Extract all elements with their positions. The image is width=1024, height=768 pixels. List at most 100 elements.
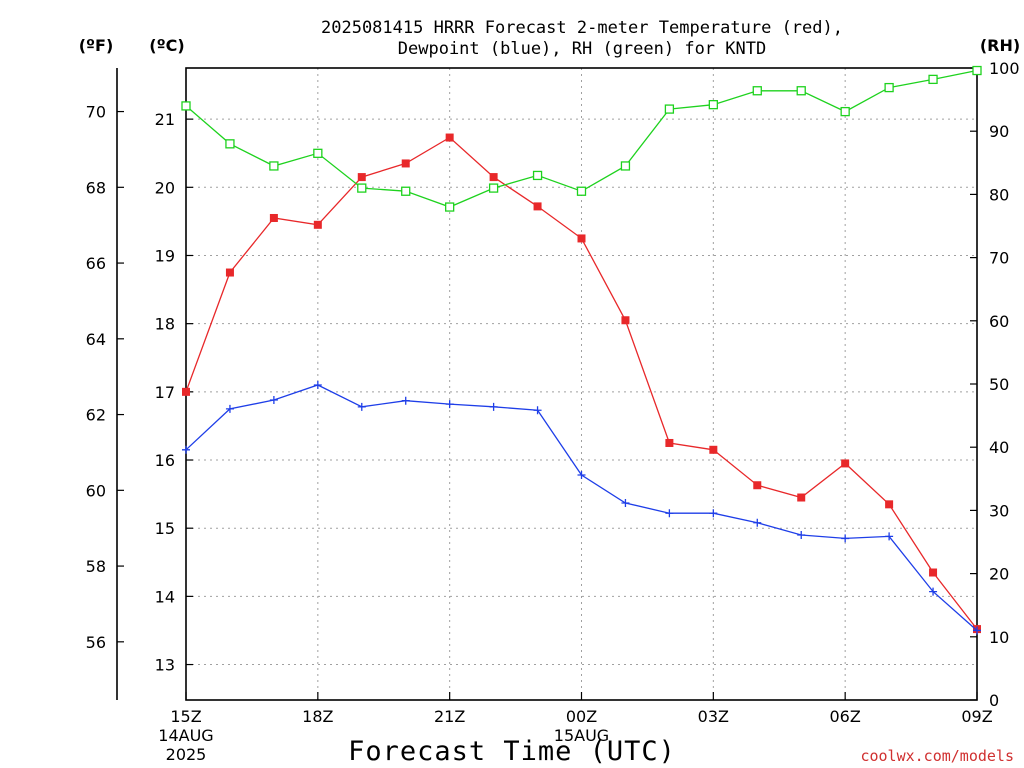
dewpoint-point <box>929 587 938 596</box>
celsius-tick-label: 21 <box>155 110 175 129</box>
rh-tick-label: 40 <box>989 438 1009 457</box>
rh-unit-label: (RH) <box>980 36 1020 55</box>
chart-title-line1: 2025081415 HRRR Forecast 2-meter Tempera… <box>321 18 843 38</box>
fahrenheit-tick-label: 56 <box>86 633 106 652</box>
rh-point <box>664 104 675 114</box>
rh-point <box>532 170 543 181</box>
x-tick-date-label: 14AUG <box>158 726 213 745</box>
dewpoint-point <box>709 509 718 518</box>
rh-tick-label: 60 <box>989 312 1009 331</box>
x-tick-label: 15Z <box>170 707 201 726</box>
temperature-point <box>885 500 894 509</box>
dewpoint-point <box>401 396 410 405</box>
temperature-point <box>225 268 234 277</box>
x-tick-label: 18Z <box>302 707 333 726</box>
fahrenheit-tick-label: 66 <box>86 254 106 273</box>
rh-point <box>796 86 806 96</box>
rh-point <box>972 65 982 76</box>
dewpoint-point <box>445 400 454 409</box>
dewpoint-point <box>577 471 586 480</box>
rh-point <box>840 106 850 117</box>
rh-point <box>708 100 718 110</box>
temperature-point <box>929 568 938 577</box>
fahrenheit-unit-label: (ºF) <box>79 36 114 55</box>
dewpoint-point <box>533 406 542 415</box>
temperature-point <box>489 173 498 182</box>
x-tick-label: 00Z <box>566 707 597 726</box>
rh-point <box>445 202 455 212</box>
dewpoint-point <box>885 532 894 541</box>
source-credit: coolwx.com/models <box>860 747 1014 765</box>
temperature-point <box>533 202 542 211</box>
axes: 13 14 15 16 17 18 19 20 21 56 58 60 62 64 66 68 70 0 10 20 3… <box>86 59 1020 764</box>
rh-point <box>576 186 587 196</box>
rh-point <box>752 86 762 96</box>
fahrenheit-tick-label: 70 <box>86 103 106 122</box>
temperature-point <box>445 133 454 142</box>
grid-lines <box>186 68 977 700</box>
dewpoint-point <box>665 509 674 518</box>
temperature-point <box>621 316 630 325</box>
dewpoint-point <box>753 518 762 527</box>
dewpoint-point <box>225 404 234 413</box>
dewpoint-point <box>269 396 278 405</box>
temperature-point <box>269 213 278 222</box>
chart-title-line2: Dewpoint (blue), RH (green) for KNTD <box>398 39 766 59</box>
celsius-tick-label: 19 <box>155 246 175 265</box>
x-tick-year-label: 2025 <box>166 745 207 764</box>
fahrenheit-tick-label: 60 <box>86 481 106 500</box>
dewpoint-point <box>182 445 190 454</box>
rh-point <box>313 148 323 158</box>
celsius-tick-label: 18 <box>155 315 175 334</box>
x-tick-date-label: 15AUG <box>554 726 609 745</box>
dewpoint-point <box>621 498 630 507</box>
dewpoint-point <box>489 402 498 411</box>
rh-tick-label: 0 <box>989 691 999 710</box>
rh-tick-label: 10 <box>989 628 1009 647</box>
rh-tick-label: 100 <box>989 59 1020 78</box>
temperature-point <box>357 173 366 182</box>
rh-tick-label: 50 <box>989 375 1009 394</box>
temperature-point <box>753 481 762 490</box>
fahrenheit-tick-label: 58 <box>86 557 106 576</box>
temperature-point <box>313 220 322 229</box>
temperature-point <box>182 387 190 396</box>
dewpoint-point <box>973 626 981 635</box>
celsius-unit-label: (ºC) <box>149 36 184 55</box>
rh-point <box>884 82 894 93</box>
celsius-tick-label: 17 <box>155 383 175 402</box>
plot-frame <box>185 67 978 701</box>
data-series <box>181 65 982 635</box>
rh-tick-label: 80 <box>989 185 1009 204</box>
fahrenheit-tick-label: 62 <box>86 406 106 425</box>
temperature-point <box>665 438 674 447</box>
celsius-tick-label: 13 <box>155 656 175 675</box>
rh-point <box>269 161 279 171</box>
x-tick-label: 03Z <box>698 707 729 726</box>
dewpoint-point <box>797 531 806 540</box>
fahrenheit-tick-label: 68 <box>86 178 106 197</box>
celsius-tick-label: 20 <box>155 178 175 197</box>
temperature-point <box>401 159 410 168</box>
x-axis-title: Forecast Time (UTC) <box>348 736 676 767</box>
celsius-tick-label: 16 <box>155 451 175 470</box>
rh-point <box>181 101 191 111</box>
rh-point <box>620 161 631 171</box>
dewpoint-point <box>313 381 322 390</box>
rh-tick-label: 20 <box>989 565 1009 584</box>
temperature-point <box>709 445 718 454</box>
fahrenheit-tick-label: 64 <box>86 330 106 349</box>
rh-tick-label: 70 <box>989 249 1009 268</box>
temperature-point <box>577 234 586 243</box>
dewpoint-point <box>357 402 366 411</box>
rh-point <box>401 186 411 196</box>
x-tick-label: 06Z <box>830 707 861 726</box>
celsius-tick-label: 14 <box>155 587 175 606</box>
rh-point <box>225 139 235 149</box>
rh-line <box>185 69 978 208</box>
celsius-tick-label: 15 <box>155 519 175 538</box>
x-tick-label: 09Z <box>961 707 992 726</box>
rh-point <box>357 183 367 193</box>
